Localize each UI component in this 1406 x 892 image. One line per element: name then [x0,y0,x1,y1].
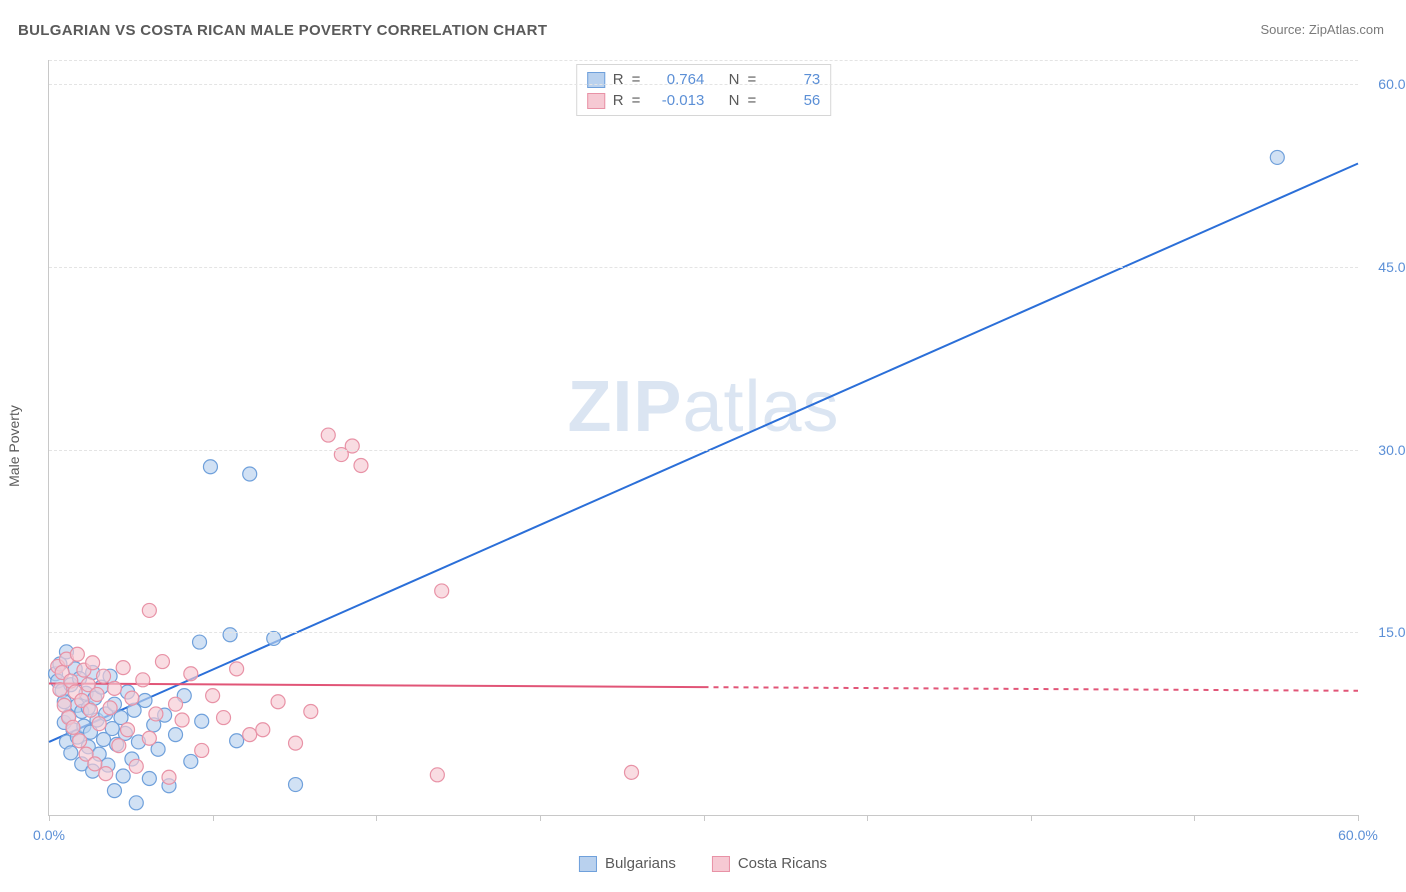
data-point [155,655,169,669]
data-point [184,754,198,768]
plot-svg [49,60,1358,815]
legend-swatch-series2 [712,856,730,872]
legend-item-series1: Bulgarians [579,855,676,872]
x-tick [1031,815,1032,821]
data-point [97,669,111,683]
source-prefix: Source: [1260,22,1308,37]
data-point [230,734,244,748]
data-point [625,765,639,779]
data-point [435,584,449,598]
data-point [92,717,106,731]
source-label: Source: ZipAtlas.com [1260,22,1384,37]
data-point [169,728,183,742]
data-point [129,759,143,773]
data-point [243,467,257,481]
data-point [125,691,139,705]
x-tick [704,815,705,821]
y-tick-label: 45.0% [1362,259,1406,275]
data-point [88,757,102,771]
data-point [267,631,281,645]
grid-line [49,632,1358,633]
data-point [142,731,156,745]
data-point [175,713,189,727]
y-axis-title: Male Poverty [6,405,22,487]
data-point [304,704,318,718]
data-point [184,667,198,681]
data-point [230,662,244,676]
data-point [195,714,209,728]
x-tick-label: 60.0% [1338,827,1378,843]
legend-label-series2: Costa Ricans [738,855,827,872]
data-point [121,723,135,737]
data-point [83,703,97,717]
grid-line [49,267,1358,268]
trend-line [49,164,1358,742]
legend-swatch-series1 [579,856,597,872]
data-point [256,723,270,737]
data-point [1270,150,1284,164]
data-point [345,439,359,453]
legend-item-series2: Costa Ricans [712,855,827,872]
data-point [103,701,117,715]
x-tick [867,815,868,821]
data-point [129,796,143,810]
x-tick [540,815,541,821]
x-tick [1358,815,1359,821]
data-point [193,635,207,649]
data-point [86,656,100,670]
chart-title: BULGARIAN VS COSTA RICAN MALE POVERTY CO… [18,22,547,39]
grid-line [49,84,1358,85]
data-point [66,720,80,734]
y-tick-label: 30.0% [1362,442,1406,458]
data-point [271,695,285,709]
grid-line [49,60,1358,61]
bottom-legend: Bulgarians Costa Ricans [579,855,827,872]
data-point [116,769,130,783]
data-point [203,460,217,474]
trend-line-extrapolated [704,687,1359,691]
x-tick [376,815,377,821]
data-point [99,767,113,781]
data-point [223,628,237,642]
data-point [107,681,121,695]
data-point [70,647,84,661]
data-point [321,428,335,442]
data-point [112,739,126,753]
source-link[interactable]: ZipAtlas.com [1309,22,1384,37]
data-point [217,711,231,725]
data-point [430,768,444,782]
y-tick-label: 60.0% [1362,76,1406,92]
data-point [354,459,368,473]
data-point [206,689,220,703]
data-point [169,697,183,711]
data-point [195,743,209,757]
x-tick [213,815,214,821]
data-point [142,603,156,617]
x-tick [49,815,50,821]
plot-area: ZIPatlas R = 0.764 N = 73 R = -0.013 N =… [48,60,1358,816]
data-point [142,771,156,785]
data-point [243,728,257,742]
data-point [289,778,303,792]
legend-label-series1: Bulgarians [605,855,676,872]
grid-line [49,450,1358,451]
x-tick-label: 0.0% [33,827,65,843]
data-point [107,784,121,798]
x-tick [1194,815,1195,821]
data-point [289,736,303,750]
data-point [149,707,163,721]
data-point [162,770,176,784]
data-point [138,694,152,708]
data-point [136,673,150,687]
data-point [73,734,87,748]
data-point [90,687,104,701]
data-point [116,661,130,675]
y-tick-label: 15.0% [1362,624,1406,640]
data-point [64,746,78,760]
